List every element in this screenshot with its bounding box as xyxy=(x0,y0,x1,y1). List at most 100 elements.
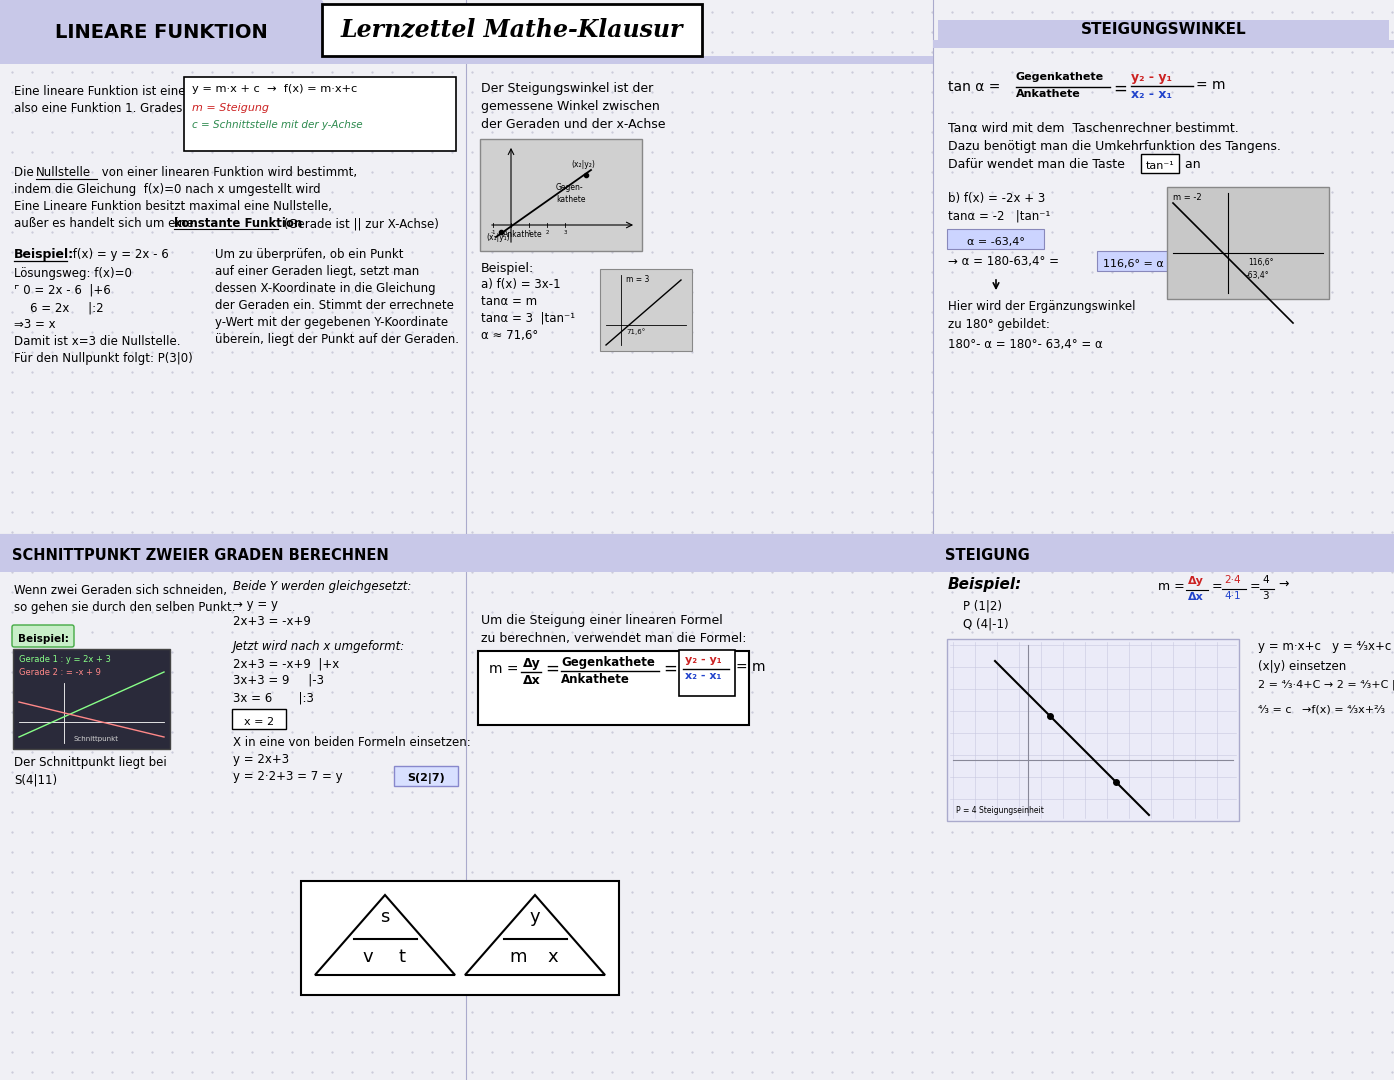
FancyBboxPatch shape xyxy=(478,651,749,725)
Text: Q (4|-1): Q (4|-1) xyxy=(963,617,1009,630)
FancyBboxPatch shape xyxy=(301,881,619,995)
Text: tanα = 3  |tan⁻¹: tanα = 3 |tan⁻¹ xyxy=(481,312,576,325)
Text: Lösungsweg: f(x)=0: Lösungsweg: f(x)=0 xyxy=(14,267,132,280)
Text: Dafür wendet man die Taste: Dafür wendet man die Taste xyxy=(948,158,1129,171)
Text: x₂ - x₁: x₂ - x₁ xyxy=(684,671,721,681)
Text: LINEARE FUNKTION: LINEARE FUNKTION xyxy=(54,23,268,41)
Text: y₂ - y₁: y₂ - y₁ xyxy=(1131,71,1172,84)
Text: s: s xyxy=(381,908,390,927)
Text: STEIGUNG: STEIGUNG xyxy=(945,549,1030,564)
Text: y₂ - y₁: y₂ - y₁ xyxy=(684,654,722,665)
Text: zu berechnen, verwendet man die Formel:: zu berechnen, verwendet man die Formel: xyxy=(481,632,747,645)
Text: t: t xyxy=(399,948,406,966)
Text: Ankathete: Ankathete xyxy=(503,230,542,239)
Text: Δx: Δx xyxy=(523,674,541,687)
FancyBboxPatch shape xyxy=(231,708,286,729)
FancyBboxPatch shape xyxy=(679,650,735,696)
Text: Dazu benötigt man die Umkehrfunktion des Tangens.: Dazu benötigt man die Umkehrfunktion des… xyxy=(948,140,1281,153)
Text: so gehen sie durch den selben Punkt.: so gehen sie durch den selben Punkt. xyxy=(14,600,236,615)
Bar xyxy=(938,21,1388,40)
Text: kathete: kathete xyxy=(556,195,585,204)
Text: Ankathete: Ankathete xyxy=(1016,89,1080,99)
Text: α ≈ 71,6°: α ≈ 71,6° xyxy=(481,329,538,342)
Text: Damit ist x=3 die Nullstelle.: Damit ist x=3 die Nullstelle. xyxy=(14,335,180,348)
Text: von einer linearen Funktion wird bestimmt,: von einer linearen Funktion wird bestimm… xyxy=(98,166,357,179)
Text: S(2|7): S(2|7) xyxy=(407,773,445,784)
Bar xyxy=(933,40,1394,48)
FancyBboxPatch shape xyxy=(13,649,170,750)
Text: =: = xyxy=(1211,580,1223,593)
Text: überein, liegt der Punkt auf der Geraden.: überein, liegt der Punkt auf der Geraden… xyxy=(215,333,459,346)
Text: Δy: Δy xyxy=(1188,576,1204,586)
Text: Wenn zwei Geraden sich schneiden,: Wenn zwei Geraden sich schneiden, xyxy=(14,584,227,597)
Text: 180°- α = 180°- 63,4° = α: 180°- α = 180°- 63,4° = α xyxy=(948,338,1103,351)
Text: Jetzt wird nach x umgeformt:: Jetzt wird nach x umgeformt: xyxy=(233,640,406,653)
Text: 4: 4 xyxy=(1262,575,1269,585)
Text: x = 2: x = 2 xyxy=(244,717,275,727)
Text: Gegenkathete: Gegenkathete xyxy=(560,656,655,669)
Text: m = Steigung: m = Steigung xyxy=(192,103,269,113)
Text: 3: 3 xyxy=(1262,591,1269,600)
Text: ⌜ 0 = 2x - 6  |+6: ⌜ 0 = 2x - 6 |+6 xyxy=(14,284,110,297)
Text: 2x+3 = -x+9: 2x+3 = -x+9 xyxy=(233,615,311,627)
Text: Beispiel:: Beispiel: xyxy=(18,634,68,644)
Text: Der Schnittpunkt liegt bei: Der Schnittpunkt liegt bei xyxy=(14,756,167,769)
Text: Beide Y werden gleichgesetzt:: Beide Y werden gleichgesetzt: xyxy=(233,580,411,593)
FancyBboxPatch shape xyxy=(395,766,459,786)
Text: tan⁻¹: tan⁻¹ xyxy=(1146,161,1174,171)
Text: 1: 1 xyxy=(527,230,531,235)
Text: 71,6°: 71,6° xyxy=(626,328,645,335)
Text: tan α =: tan α = xyxy=(948,80,1001,94)
Text: Um die Steigung einer linearen Formel: Um die Steigung einer linearen Formel xyxy=(481,615,722,627)
Text: 3: 3 xyxy=(563,230,567,235)
FancyBboxPatch shape xyxy=(1167,187,1328,299)
Text: a) f(x) = 3x-1: a) f(x) = 3x-1 xyxy=(481,278,560,291)
Text: zu 180° gebildet:: zu 180° gebildet: xyxy=(948,318,1050,330)
Text: tanα = -2   |tan⁻¹: tanα = -2 |tan⁻¹ xyxy=(948,210,1050,222)
Text: (Gerade ist || zur X-Achse): (Gerade ist || zur X-Achse) xyxy=(280,217,439,230)
Text: Tanα wird mit dem  Taschenrechner bestimmt.: Tanα wird mit dem Taschenrechner bestimm… xyxy=(948,122,1239,135)
Text: Gegen-: Gegen- xyxy=(556,183,584,192)
Text: =: = xyxy=(1112,80,1126,98)
Text: Die: Die xyxy=(14,166,38,179)
Text: Beispiel:: Beispiel: xyxy=(481,262,534,275)
Text: = m: = m xyxy=(736,660,765,674)
FancyBboxPatch shape xyxy=(947,639,1239,821)
Text: 116,6°: 116,6° xyxy=(1248,258,1274,267)
Text: →: → xyxy=(1278,578,1288,591)
Text: 6 = 2x     |:2: 6 = 2x |:2 xyxy=(31,301,103,314)
FancyBboxPatch shape xyxy=(599,269,691,351)
Bar xyxy=(933,534,1394,572)
Bar xyxy=(0,534,933,572)
Text: an: an xyxy=(1181,158,1200,171)
Text: der Geraden ein. Stimmt der errechnete: der Geraden ein. Stimmt der errechnete xyxy=(215,299,454,312)
Text: also eine Funktion 1. Grades: also eine Funktion 1. Grades xyxy=(14,102,183,114)
Text: SCHNITTPUNKT ZWEIER GRADEN BERECHNEN: SCHNITTPUNKT ZWEIER GRADEN BERECHNEN xyxy=(13,549,389,564)
Text: Eine lineare Funktion ist eine Gerade,: Eine lineare Funktion ist eine Gerade, xyxy=(14,85,237,98)
Text: α = -63,4°: α = -63,4° xyxy=(967,237,1025,247)
Text: = m: = m xyxy=(1196,78,1225,92)
FancyBboxPatch shape xyxy=(947,229,1044,249)
Text: Gerade 1 : y = 2x + 3: Gerade 1 : y = 2x + 3 xyxy=(20,654,112,664)
FancyBboxPatch shape xyxy=(480,139,643,251)
Text: indem die Gleichung  f(x)=0 nach x umgestellt wird: indem die Gleichung f(x)=0 nach x umgest… xyxy=(14,183,321,195)
Text: Eine Lineare Funktion besitzt maximal eine Nullstelle,: Eine Lineare Funktion besitzt maximal ei… xyxy=(14,200,332,213)
Text: m: m xyxy=(509,948,527,966)
Bar xyxy=(0,56,933,64)
Text: STEIGUNGSWINKEL: STEIGUNGSWINKEL xyxy=(1080,23,1246,38)
Text: 3x = 6       |:3: 3x = 6 |:3 xyxy=(233,691,314,704)
Text: ⁴⁄₃ = c   →f(x) = ⁴⁄₃x+²⁄₃: ⁴⁄₃ = c →f(x) = ⁴⁄₃x+²⁄₃ xyxy=(1257,704,1386,714)
Text: Hier wird der Ergänzungswinkel: Hier wird der Ergänzungswinkel xyxy=(948,300,1136,313)
Text: Gegenkathete: Gegenkathete xyxy=(1016,72,1104,82)
Text: m =: m = xyxy=(489,662,519,676)
Text: =: = xyxy=(545,660,559,678)
Text: dessen X-Koordinate in die Gleichung: dessen X-Koordinate in die Gleichung xyxy=(215,282,435,295)
Text: m =: m = xyxy=(1158,580,1185,593)
Text: =: = xyxy=(664,660,677,678)
Text: Der Steigungswinkel ist der: Der Steigungswinkel ist der xyxy=(481,82,654,95)
Text: ⇒3 = x: ⇒3 = x xyxy=(14,318,56,330)
Text: y = 2·2+3 = 7 = y: y = 2·2+3 = 7 = y xyxy=(233,770,343,783)
Text: Beispiel:: Beispiel: xyxy=(14,248,74,261)
Text: (x₁|y₁): (x₁|y₁) xyxy=(487,233,510,242)
Text: der Geraden und der x-Achse: der Geraden und der x-Achse xyxy=(481,118,665,131)
